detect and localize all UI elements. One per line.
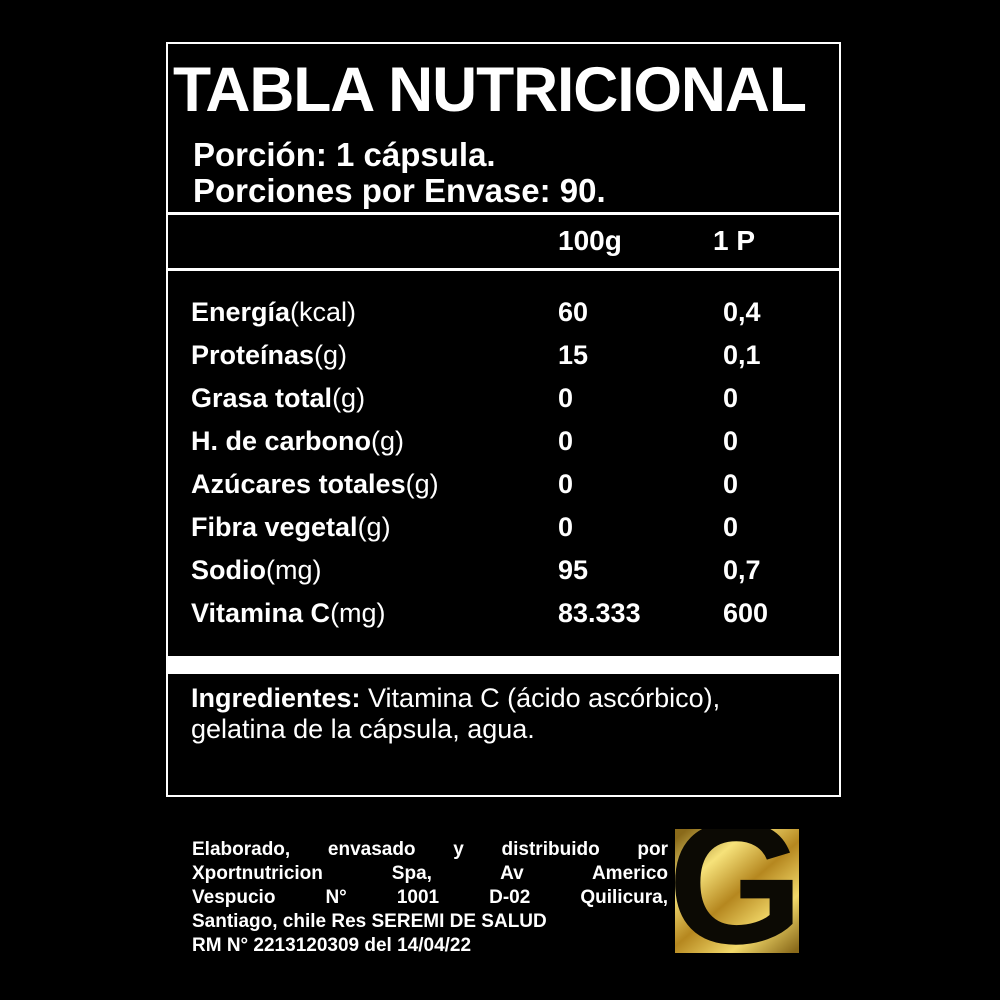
svg-text:G: G <box>675 829 799 953</box>
